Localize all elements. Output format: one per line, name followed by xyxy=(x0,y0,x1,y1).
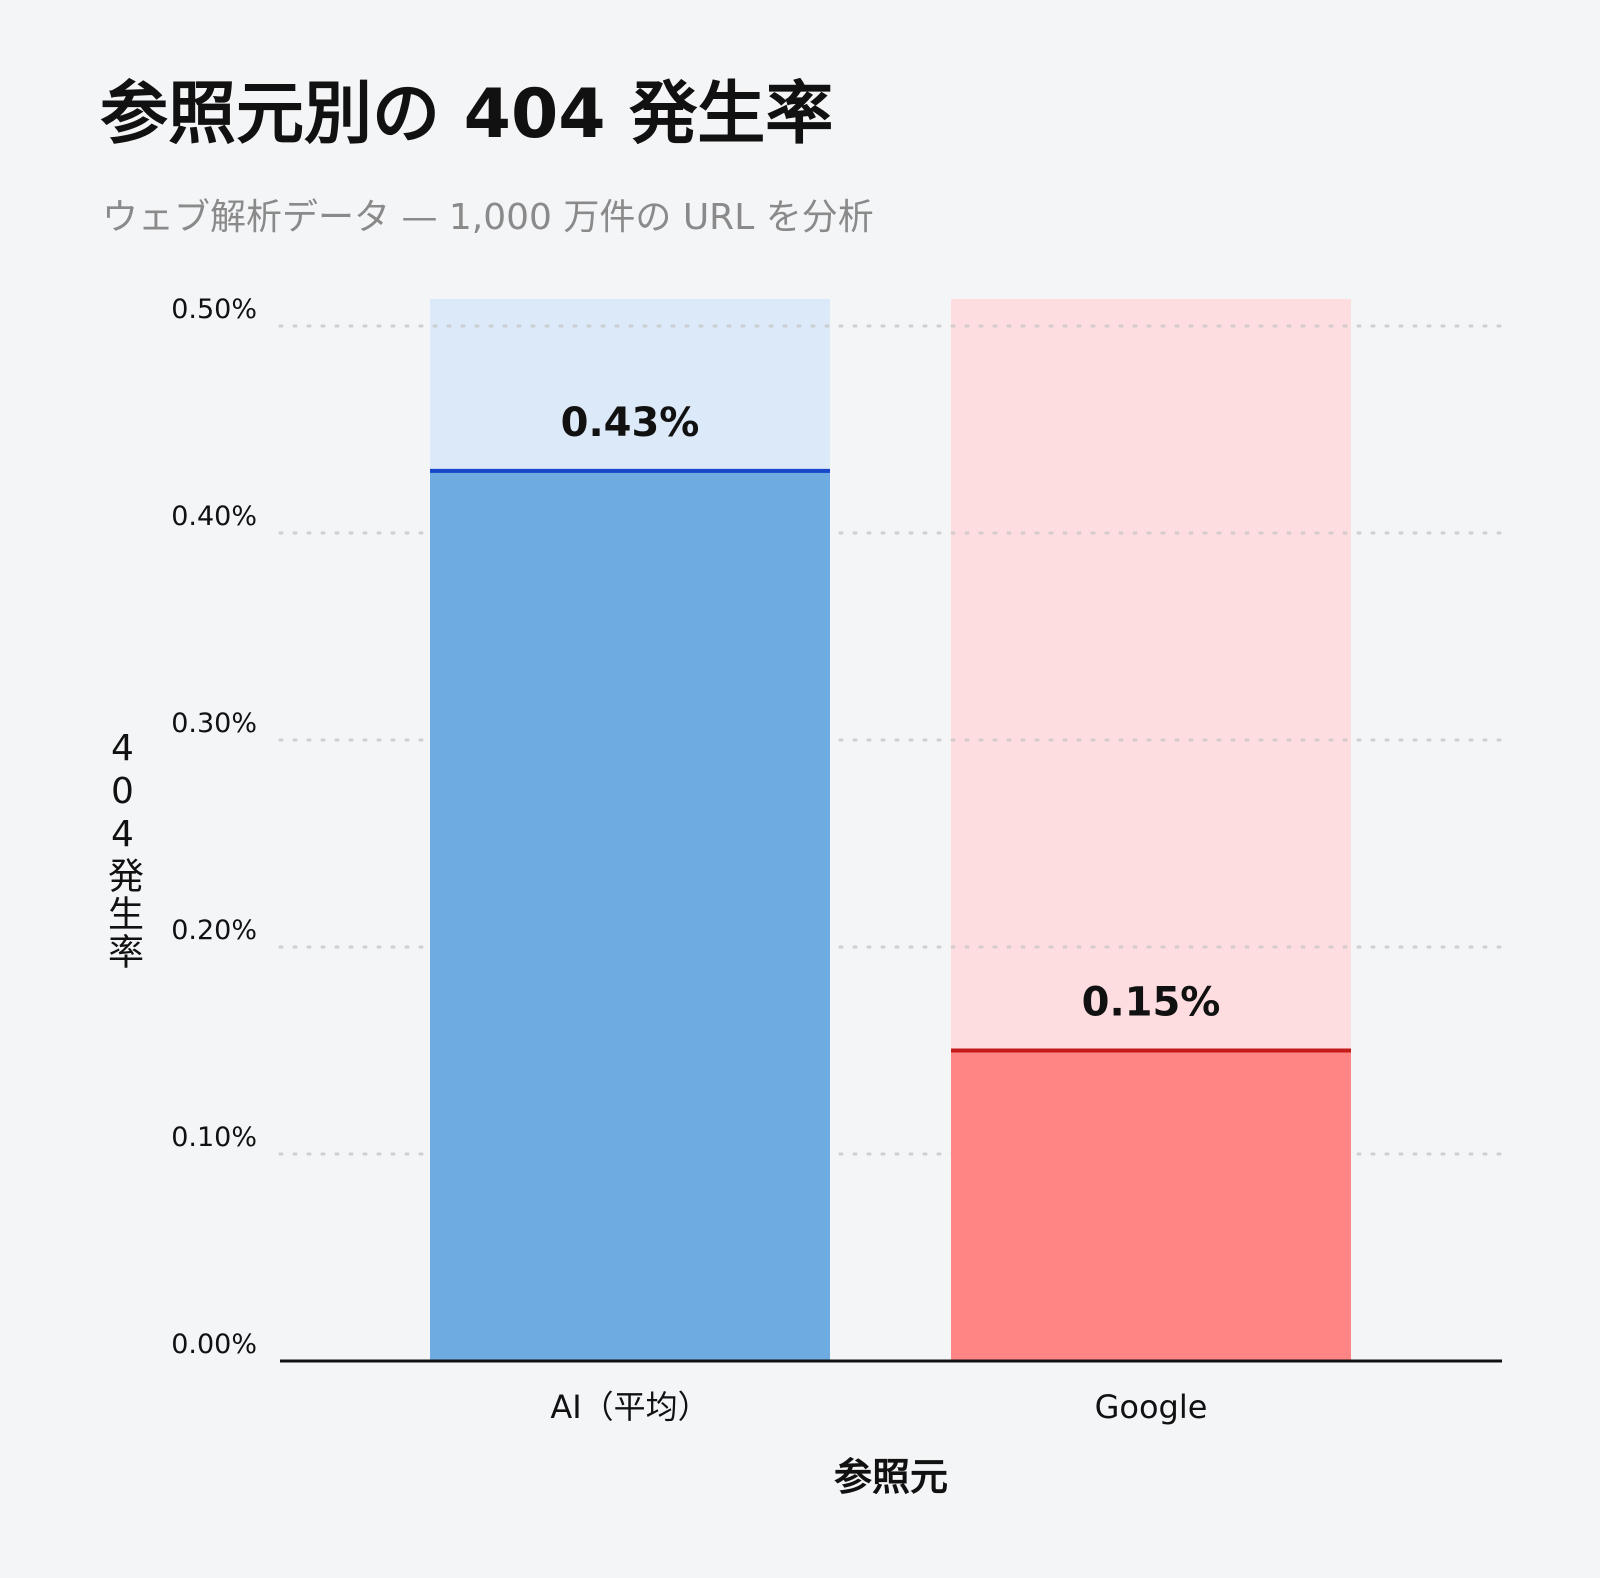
y-axis-label: 404発生率 xyxy=(102,728,143,971)
y-tick-label: 0.20% xyxy=(171,915,257,946)
bar xyxy=(430,470,830,1361)
x-tick-label: AI（平均） xyxy=(550,1388,709,1426)
bar xyxy=(951,1050,1351,1361)
data-label: 0.43% xyxy=(561,400,700,446)
y-tick-label: 0.10% xyxy=(171,1122,257,1153)
chart-subtitle: ウェブ解析データ — 1,000 万件の URL を分析 xyxy=(102,197,874,238)
y-tick-label: 0.00% xyxy=(171,1329,257,1360)
data-label: 0.15% xyxy=(1082,980,1221,1026)
y-tick-label: 0.40% xyxy=(171,501,257,532)
y-tick-label: 0.30% xyxy=(171,708,257,739)
y-tick-label: 0.50% xyxy=(171,294,257,325)
x-axis-label: 参照元 xyxy=(834,1455,948,1499)
x-tick-label: Google xyxy=(1095,1388,1208,1426)
chart-title: 参照元別の 404 発生率 xyxy=(100,75,834,154)
